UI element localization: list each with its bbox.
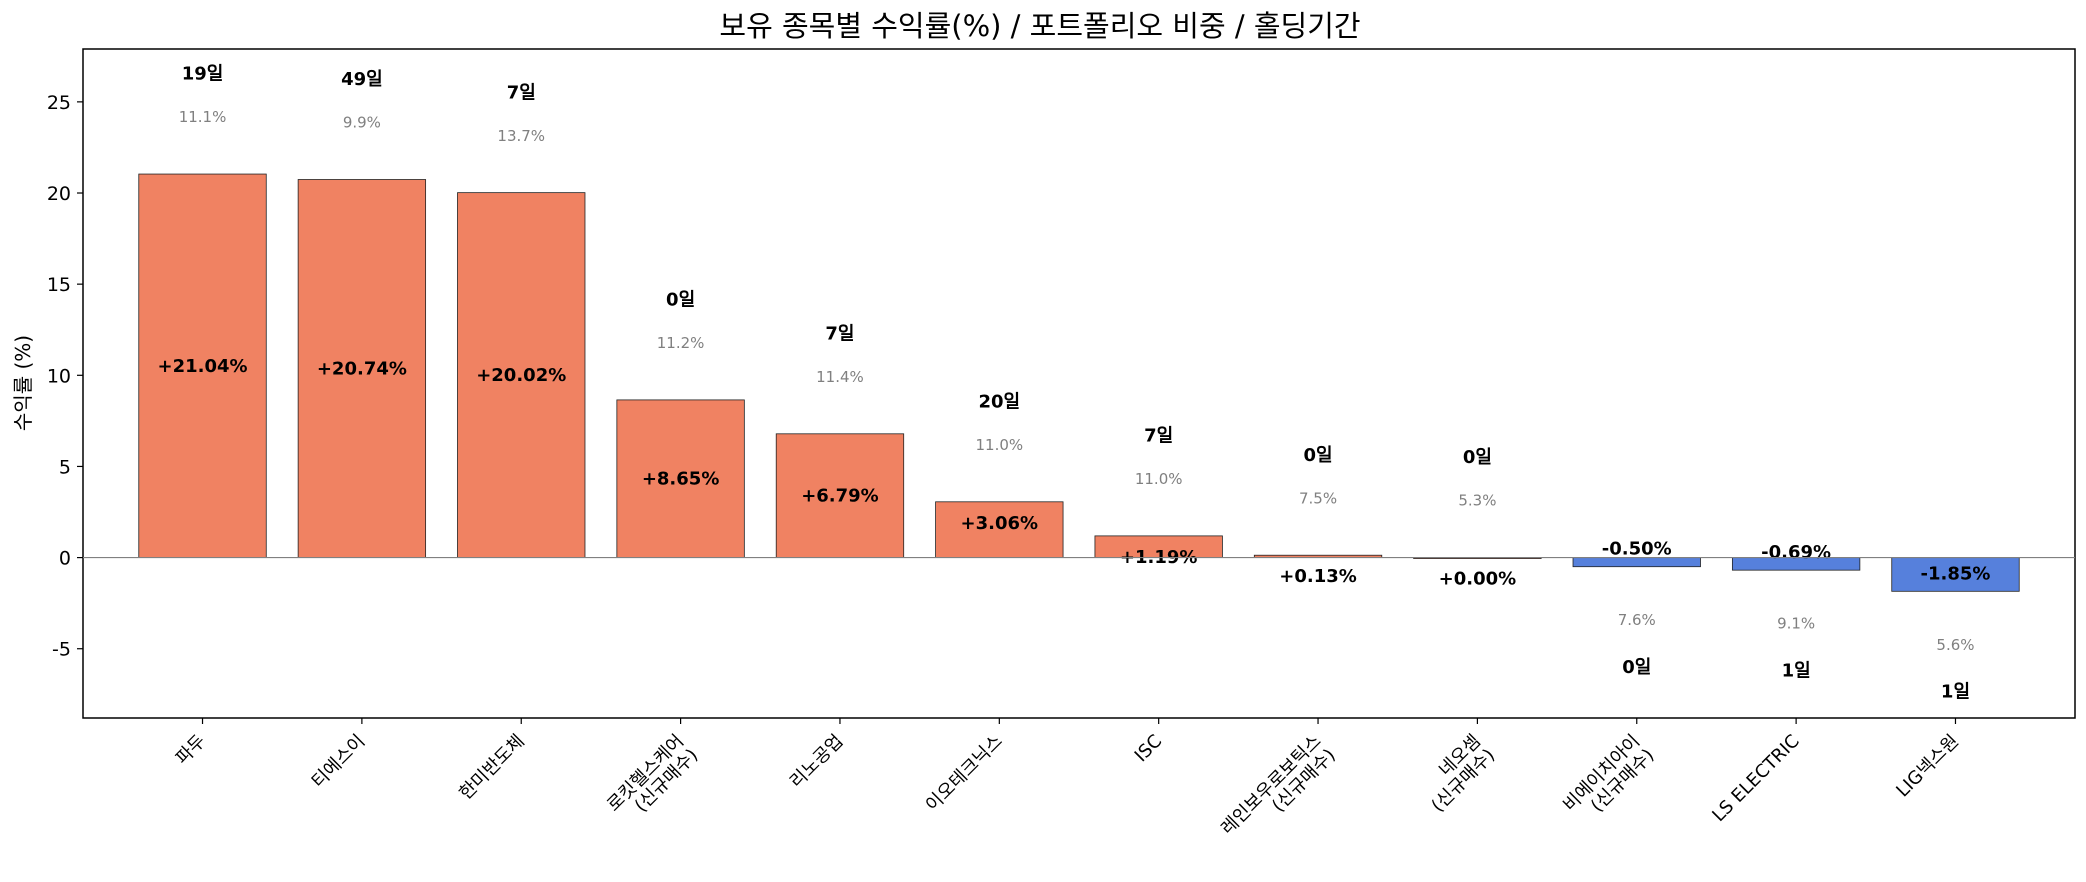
x-tick-label: 리노공업 <box>786 731 848 793</box>
value-label: -0.69% <box>1761 542 1831 563</box>
weight-label: 13.7% <box>497 127 545 145</box>
x-tick-label: 로킷헬스케어(신규매수) <box>603 731 702 830</box>
weight-label: 11.4% <box>816 368 864 386</box>
weight-label: 5.3% <box>1458 492 1496 510</box>
value-label: -1.85% <box>1921 563 1991 584</box>
holding-days-label: 19일 <box>182 64 224 85</box>
holding-days-label: 7일 <box>507 82 536 103</box>
x-tick-label: 파두 <box>172 731 210 769</box>
y-tick-label: 0 <box>59 548 71 570</box>
chart-title: 보유 종목별 수익률(%) / 포트폴리오 비중 / 홀딩기간 <box>719 9 1360 43</box>
y-tick-label: -5 <box>52 639 71 661</box>
holding-days-label: 7일 <box>825 323 854 344</box>
holding-days-label: 1일 <box>1941 682 1970 703</box>
x-tick-label-line: ISC <box>1131 731 1167 767</box>
holding-days-label: 0일 <box>1303 445 1332 466</box>
weight-label: 7.6% <box>1618 611 1656 629</box>
weight-label: 9.9% <box>343 114 381 132</box>
holding-days-label: 7일 <box>1144 426 1173 447</box>
weight-label: 11.0% <box>975 436 1023 454</box>
y-tick-label: 20 <box>47 183 71 205</box>
y-tick-label: 5 <box>59 456 71 478</box>
bar <box>775 433 905 558</box>
x-tick-label-line: LS ELECTRIC <box>1708 731 1803 826</box>
holding-days-label: 0일 <box>1463 447 1492 468</box>
value-label: +3.06% <box>961 513 1039 534</box>
plot-frame <box>82 48 2076 719</box>
weight-label: 9.1% <box>1777 615 1815 633</box>
x-tick-label: 네오셈(신규매수) <box>1413 731 1499 817</box>
x-tick-label: LS ELECTRIC <box>1708 731 1803 826</box>
holding-days-label: 49일 <box>341 69 383 90</box>
bar <box>1891 557 2020 592</box>
x-tick-label-line: LIG넥스원 <box>1892 731 1963 802</box>
bar <box>297 179 427 558</box>
bar <box>457 192 586 558</box>
x-tick-label-line: 리노공업 <box>786 731 848 793</box>
value-label: +21.04% <box>157 356 247 377</box>
x-tick-label-line: 이오테크닉스 <box>922 731 1007 816</box>
weight-label: 11.2% <box>657 334 705 352</box>
value-label: +8.65% <box>642 469 720 490</box>
x-tick-label-line: 한미반도체 <box>455 731 528 804</box>
value-label: +0.13% <box>1279 566 1357 587</box>
weight-label: 5.6% <box>1936 636 1974 654</box>
holding-days-label: 0일 <box>1622 657 1651 678</box>
holding-days-label: 20일 <box>979 391 1021 412</box>
y-tick-label: 25 <box>47 92 71 114</box>
x-tick-label: ISC <box>1131 731 1167 767</box>
holding-days-label: 0일 <box>666 290 695 311</box>
x-tick-label: 레인보우로보틱스(신규매수) <box>1217 731 1340 854</box>
holding-days-label: 1일 <box>1782 661 1811 682</box>
y-tick-label: 15 <box>47 274 71 296</box>
value-label: -0.50% <box>1602 539 1672 560</box>
weight-label: 11.0% <box>1135 470 1183 488</box>
x-tick-label: 한미반도체 <box>455 731 528 804</box>
bar <box>616 399 745 558</box>
x-tick-label: 비에이치아이(신규매수) <box>1559 731 1658 830</box>
x-tick-label: 티에스이 <box>308 731 370 793</box>
bar <box>935 501 1064 558</box>
y-axis-label: 수익률 (%) <box>11 335 35 431</box>
value-label: +6.79% <box>801 486 879 507</box>
value-label: +20.02% <box>476 365 566 386</box>
x-tick-label-line: 티에스이 <box>308 731 370 793</box>
value-label: +20.74% <box>317 359 407 380</box>
x-tick-label-line: 파두 <box>172 731 210 769</box>
weight-label: 11.1% <box>179 108 227 126</box>
value-label: +0.00% <box>1439 569 1517 590</box>
weight-label: 7.5% <box>1299 489 1337 507</box>
y-tick-label: 10 <box>47 365 71 387</box>
x-tick-label: 이오테크닉스 <box>922 731 1007 816</box>
x-tick-label: LIG넥스원 <box>1892 731 1963 802</box>
